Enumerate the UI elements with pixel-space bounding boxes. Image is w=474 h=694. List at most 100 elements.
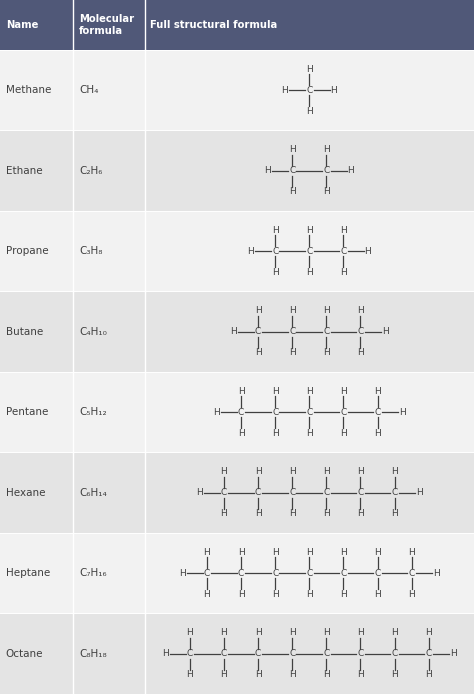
Bar [0, 211, 73, 291]
Text: H: H [340, 268, 347, 276]
Bar [0, 613, 73, 694]
Text: C: C [289, 328, 295, 336]
Text: H: H [306, 387, 313, 396]
Text: H: H [374, 548, 381, 557]
Bar [145, 372, 474, 452]
Text: H: H [272, 429, 279, 437]
Text: H: H [357, 670, 364, 679]
Text: H: H [237, 429, 245, 437]
Text: H: H [347, 167, 354, 175]
Text: C₆H₁₄: C₆H₁₄ [79, 488, 107, 498]
Text: C: C [272, 569, 278, 577]
Bar [145, 0, 474, 50]
Text: Full structural formula: Full structural formula [150, 20, 277, 30]
Text: Molecular
formula: Molecular formula [79, 14, 134, 36]
Text: H: H [186, 629, 193, 637]
Text: C: C [323, 489, 329, 497]
Bar [0, 533, 73, 613]
Text: H: H [289, 468, 296, 476]
Text: H: H [374, 590, 381, 598]
Bar [73, 211, 145, 291]
Text: C: C [374, 569, 381, 577]
Text: C: C [306, 86, 312, 94]
Text: H: H [272, 548, 279, 557]
Text: H: H [272, 590, 279, 598]
Text: H: H [391, 670, 398, 679]
Text: H: H [264, 167, 271, 175]
Text: C₂H₆: C₂H₆ [79, 166, 102, 176]
Text: H: H [289, 146, 296, 154]
Bar [0, 130, 73, 211]
Text: H: H [220, 509, 228, 518]
Text: H: H [289, 348, 296, 357]
Text: C: C [255, 650, 261, 658]
Text: H: H [391, 509, 398, 518]
Text: C: C [340, 569, 346, 577]
Text: C₅H₁₂: C₅H₁₂ [79, 407, 107, 417]
Text: H: H [255, 307, 262, 315]
Text: H: H [272, 226, 279, 235]
Text: H: H [196, 489, 203, 497]
Text: C₇H₁₆: C₇H₁₆ [79, 568, 107, 578]
Bar [145, 130, 474, 211]
Bar [145, 291, 474, 372]
Text: H: H [330, 86, 337, 94]
Text: H: H [323, 146, 330, 154]
Text: H: H [306, 429, 313, 437]
Text: H: H [289, 509, 296, 518]
Text: H: H [323, 348, 330, 357]
Text: Propane: Propane [6, 246, 48, 256]
Text: H: H [230, 328, 237, 336]
Text: H: H [255, 509, 262, 518]
Text: H: H [289, 629, 296, 637]
Text: H: H [323, 307, 330, 315]
Text: H: H [323, 670, 330, 679]
Text: Methane: Methane [6, 85, 51, 95]
Text: C: C [357, 650, 364, 658]
Text: C: C [323, 167, 329, 175]
Text: CH₄: CH₄ [79, 85, 99, 95]
Bar [0, 452, 73, 533]
Text: H: H [255, 468, 262, 476]
Text: H: H [357, 468, 364, 476]
Text: H: H [220, 629, 228, 637]
Text: H: H [237, 548, 245, 557]
Text: H: H [391, 468, 398, 476]
Text: H: H [416, 489, 422, 497]
Bar [73, 372, 145, 452]
Text: C: C [289, 650, 295, 658]
Text: H: H [391, 629, 398, 637]
Text: C: C [221, 650, 227, 658]
Text: C: C [340, 408, 346, 416]
Text: H: H [340, 548, 347, 557]
Text: C: C [238, 408, 244, 416]
Text: H: H [272, 268, 279, 276]
Text: C: C [426, 650, 432, 658]
Bar [73, 50, 145, 130]
Bar [0, 372, 73, 452]
Text: H: H [340, 387, 347, 396]
Text: C: C [323, 650, 329, 658]
Text: H: H [450, 650, 456, 658]
Text: H: H [203, 548, 210, 557]
Text: H: H [357, 307, 364, 315]
Text: H: H [340, 226, 347, 235]
Text: H: H [340, 429, 347, 437]
Text: H: H [289, 670, 296, 679]
Text: H: H [323, 509, 330, 518]
Text: H: H [306, 548, 313, 557]
Bar [145, 452, 474, 533]
Text: H: H [408, 548, 415, 557]
Bar [0, 50, 73, 130]
Text: C₈H₁₈: C₈H₁₈ [79, 649, 107, 659]
Bar [73, 0, 145, 50]
Text: C: C [392, 650, 398, 658]
Text: C: C [187, 650, 193, 658]
Bar [73, 291, 145, 372]
Text: C: C [340, 247, 346, 255]
Bar [145, 50, 474, 130]
Text: C: C [272, 408, 278, 416]
Text: C: C [306, 247, 312, 255]
Text: C: C [255, 328, 261, 336]
Text: H: H [237, 590, 245, 598]
